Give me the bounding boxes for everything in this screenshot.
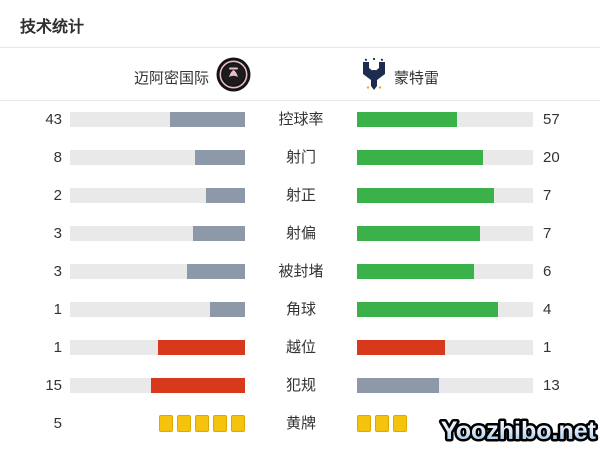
away-stat-value: 4 <box>543 301 552 318</box>
yellow-card-icon <box>375 415 389 432</box>
away-stat-bar-fill <box>357 302 498 317</box>
away-team-name: 蒙特雷 <box>394 69 440 87</box>
stat-label: 犯规 <box>285 377 316 394</box>
home-stat-bar-fill <box>206 188 245 203</box>
yellow-card-icon <box>357 415 371 432</box>
home-stat-bar <box>70 340 245 355</box>
away-stat-bar-fill <box>357 226 481 241</box>
away-team-header: 蒙特雷 <box>361 57 439 97</box>
watermark: Yoozhibo.net <box>436 411 600 450</box>
away-stat-value: 7 <box>543 225 552 242</box>
yellow-card-icon <box>393 415 407 432</box>
home-stat-bar-fill <box>186 264 245 279</box>
away-stat-bar-fill <box>357 378 439 393</box>
home-stat-value: 1 <box>53 301 62 318</box>
home-stat-bar <box>70 188 245 203</box>
page-title: 技术统计 <box>20 19 85 36</box>
home-team-name: 迈阿密国际 <box>133 69 209 87</box>
divider-top <box>0 47 600 48</box>
stat-row: 8 射门 20 <box>0 139 600 177</box>
home-stat-bar <box>70 112 245 127</box>
away-stat-bar-fill <box>357 188 494 203</box>
away-stat-bar-fill <box>357 340 445 355</box>
away-stat-value: 7 <box>543 187 552 204</box>
yellow-card-icon <box>195 415 209 432</box>
stat-label: 被封堵 <box>278 263 324 280</box>
monterrey-crest-icon <box>361 57 387 96</box>
yellow-card-icon <box>213 415 227 432</box>
away-stat-bar <box>357 340 533 355</box>
stat-row: 2 射正 7 <box>0 177 600 215</box>
away-stat-bar <box>357 150 533 165</box>
home-stat-bar-fill <box>157 340 245 355</box>
home-stat-value: 3 <box>53 225 62 242</box>
home-stat-bar <box>70 302 245 317</box>
away-stat-bar <box>357 378 533 393</box>
home-stat-value: 43 <box>45 111 62 128</box>
stat-row: 5 黄牌 <box>0 405 600 443</box>
away-stat-value: 6 <box>543 263 552 280</box>
stat-label: 角球 <box>285 301 316 318</box>
away-stat-bar-fill <box>357 112 458 127</box>
home-stat-bar <box>70 150 245 165</box>
away-stat-bar <box>357 302 533 317</box>
stat-row: 15 犯规 13 <box>0 367 600 405</box>
away-stat-value: 1 <box>543 339 552 356</box>
svg-text:Yoozhibo.net: Yoozhibo.net <box>441 417 597 445</box>
home-stat-bar-fill <box>194 150 245 165</box>
away-stat-bar <box>357 226 533 241</box>
home-stat-bar <box>70 226 245 241</box>
stat-label: 越位 <box>285 339 316 356</box>
home-stat-value: 3 <box>53 263 62 280</box>
divider-header <box>0 100 600 101</box>
away-stat-bar-fill <box>357 264 475 279</box>
home-stat-value: 8 <box>53 149 62 166</box>
stat-label: 射正 <box>285 187 316 204</box>
home-stat-bar <box>70 378 245 393</box>
home-yellow-cards <box>70 415 245 432</box>
home-stat-bar-fill <box>192 226 245 241</box>
stat-row: 1 角球 4 <box>0 291 600 329</box>
inter-miami-crest-icon <box>216 57 251 97</box>
home-stat-bar-fill <box>169 112 245 127</box>
stat-label: 黄牌 <box>285 415 316 432</box>
home-stat-bar-fill <box>210 302 245 317</box>
home-team-header: 迈阿密国际 <box>0 57 251 97</box>
stat-label: 射门 <box>285 149 316 166</box>
stat-label: 控球率 <box>278 111 324 128</box>
away-stat-bar <box>357 112 533 127</box>
away-stat-value: 57 <box>543 111 560 128</box>
home-stat-value: 1 <box>53 339 62 356</box>
stat-row: 3 被封堵 6 <box>0 253 600 291</box>
away-stat-bar <box>357 264 533 279</box>
home-stat-value: 5 <box>53 415 62 432</box>
away-stat-bar <box>357 188 533 203</box>
yellow-card-icon <box>177 415 191 432</box>
away-stat-bar-fill <box>357 150 483 165</box>
home-stat-bar <box>70 264 245 279</box>
stat-label: 射偏 <box>285 225 316 242</box>
stats-rows: 43 控球率 57 8 射门 20 2 射正 <box>0 101 600 443</box>
stat-row: 1 越位 1 <box>0 329 600 367</box>
away-yellow-cards <box>357 415 407 432</box>
home-stat-bar-fill <box>151 378 245 393</box>
away-stat-value: 20 <box>543 149 560 166</box>
home-stat-value: 15 <box>45 377 62 394</box>
stat-row: 3 射偏 7 <box>0 215 600 253</box>
yellow-card-icon <box>159 415 173 432</box>
stat-row: 43 控球率 57 <box>0 101 600 139</box>
away-stat-value: 13 <box>543 377 560 394</box>
yellow-card-icon <box>231 415 245 432</box>
home-stat-value: 2 <box>53 187 62 204</box>
